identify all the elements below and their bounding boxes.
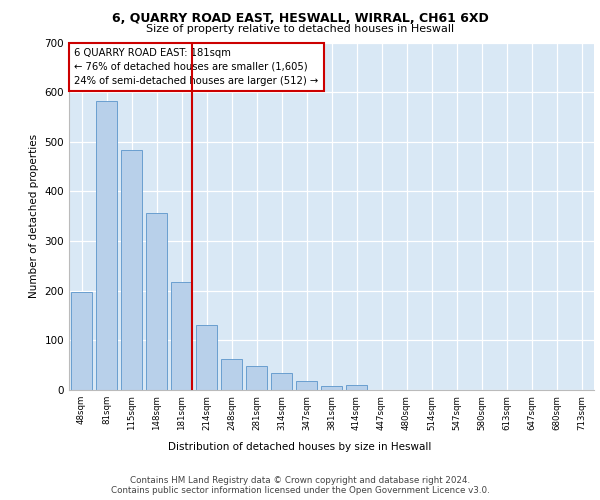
Bar xyxy=(121,150,142,390)
Text: Contains public sector information licensed under the Open Government Licence v3: Contains public sector information licen… xyxy=(110,486,490,495)
Text: 6, QUARRY ROAD EAST, HESWALL, WIRRAL, CH61 6XD: 6, QUARRY ROAD EAST, HESWALL, WIRRAL, CH… xyxy=(112,12,488,26)
Text: Contains HM Land Registry data © Crown copyright and database right 2024.: Contains HM Land Registry data © Crown c… xyxy=(130,476,470,485)
Text: 6 QUARRY ROAD EAST: 181sqm
← 76% of detached houses are smaller (1,605)
24% of s: 6 QUARRY ROAD EAST: 181sqm ← 76% of deta… xyxy=(74,48,319,86)
Bar xyxy=(96,100,117,390)
Bar xyxy=(221,358,242,390)
Bar xyxy=(246,366,267,390)
Bar xyxy=(346,384,367,390)
Bar xyxy=(71,292,92,390)
Bar xyxy=(196,326,217,390)
Bar xyxy=(271,372,292,390)
Bar xyxy=(321,386,342,390)
Y-axis label: Number of detached properties: Number of detached properties xyxy=(29,134,39,298)
Bar xyxy=(171,282,192,390)
Bar xyxy=(146,213,167,390)
Bar xyxy=(296,381,317,390)
Text: Size of property relative to detached houses in Heswall: Size of property relative to detached ho… xyxy=(146,24,454,34)
Text: Distribution of detached houses by size in Heswall: Distribution of detached houses by size … xyxy=(169,442,431,452)
